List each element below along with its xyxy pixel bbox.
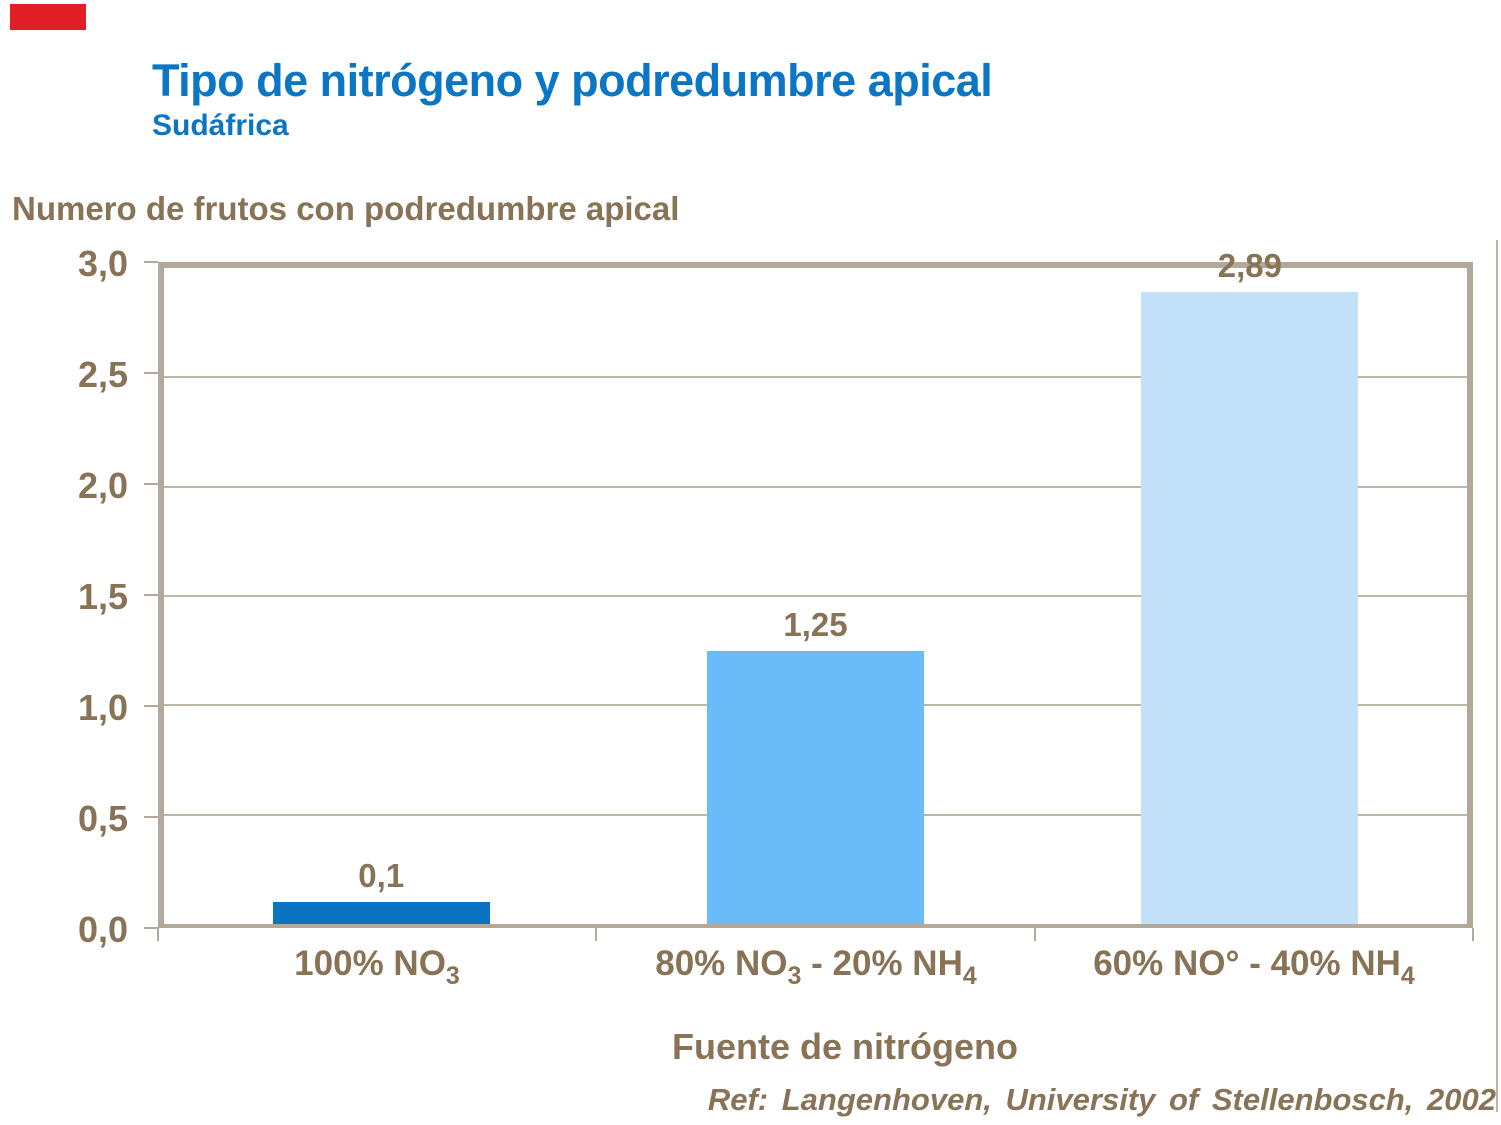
label-text: 60% NO° - 40% NH bbox=[1093, 944, 1401, 983]
gridline bbox=[164, 485, 1467, 488]
slide-subtitle: Sudáfrica bbox=[152, 109, 289, 142]
slide-title: Tipo de nitrógeno y podredumbre apical bbox=[152, 55, 993, 106]
bar bbox=[707, 651, 924, 924]
y-tick-label: 0,5 bbox=[77, 798, 128, 839]
category-label: 60% NO° - 40% NH4 bbox=[1093, 946, 1415, 989]
category-label: 100% NO3 bbox=[294, 946, 460, 989]
plot-area: 0,1 1,25 2,89 bbox=[158, 249, 1473, 928]
y-tick-label: 1,5 bbox=[77, 576, 128, 617]
x-tick-mark bbox=[1472, 928, 1474, 941]
gridline bbox=[164, 376, 1467, 379]
y-tick-label: 2,0 bbox=[77, 465, 128, 506]
bar bbox=[1141, 292, 1358, 924]
label-text: 80% NO bbox=[655, 944, 788, 983]
bar-value-label: 0,1 bbox=[358, 857, 405, 894]
x-tick-mark bbox=[1034, 928, 1036, 941]
y-tick-mark bbox=[144, 705, 158, 707]
subscript-text: 4 bbox=[1400, 962, 1415, 990]
x-tick-mark bbox=[157, 928, 159, 941]
y-axis-title: Numero de frutos con podredumbre apical bbox=[12, 190, 680, 227]
label-text: - 20% NH bbox=[801, 944, 963, 983]
y-tick-mark bbox=[144, 261, 158, 263]
y-tick-mark bbox=[144, 372, 158, 374]
bar-value-label: 1,25 bbox=[783, 606, 848, 643]
y-tick-mark bbox=[144, 816, 158, 818]
subscript-text: 3 bbox=[445, 962, 460, 990]
y-tick-mark bbox=[144, 594, 158, 596]
y-tick-label: 3,0 bbox=[77, 243, 128, 284]
y-tick-label: 2,5 bbox=[77, 354, 128, 395]
y-tick-label: 1,0 bbox=[77, 687, 128, 728]
category-label: 80% NO3 - 20% NH4 bbox=[655, 946, 977, 989]
label-text: 100% NO bbox=[294, 944, 446, 983]
subscript-text: 4 bbox=[962, 962, 977, 990]
red-accent-block bbox=[10, 4, 86, 30]
y-tick-mark bbox=[144, 483, 158, 485]
y-tick-label: 0,0 bbox=[77, 909, 128, 950]
bar-value-label: 2,89 bbox=[1217, 247, 1282, 284]
right-edge-line bbox=[1496, 240, 1498, 1112]
bar bbox=[273, 902, 490, 924]
gridline bbox=[164, 595, 1467, 597]
x-tick-mark bbox=[595, 928, 597, 941]
subscript-text: 3 bbox=[787, 962, 802, 990]
x-axis-title: Fuente de nitrógeno bbox=[672, 1026, 1018, 1067]
reference-text: Ref: Langenhoven, University of Stellenb… bbox=[707, 1082, 1496, 1117]
y-tick-mark bbox=[144, 927, 158, 929]
